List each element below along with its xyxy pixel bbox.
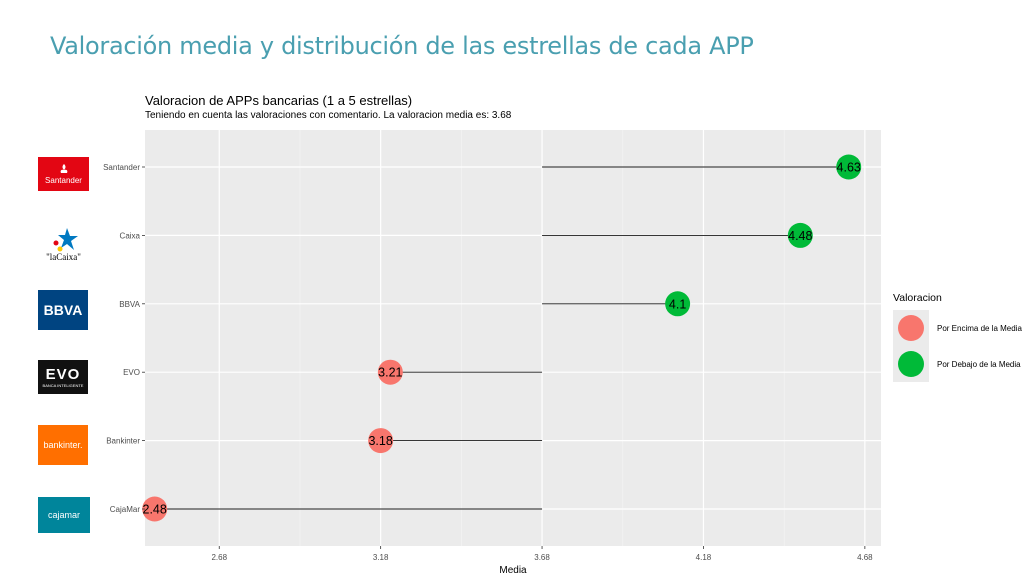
data-label-santander: 4.63 <box>837 161 861 175</box>
logo-evo: EVO BANCA INTELIGENTE <box>38 360 88 394</box>
data-label-cajamar: 2.48 <box>143 503 167 517</box>
logo-bankinter-text: bankinter. <box>43 440 83 450</box>
lollipop-point-santander <box>836 154 862 180</box>
slide-title: Valoración media y distribución de las e… <box>50 32 754 60</box>
santander-flame-icon <box>60 164 67 173</box>
legend-label-debajo: Por Debajo de la Media <box>937 359 1021 369</box>
lollipop-point-cajamar <box>142 496 168 522</box>
legend-item-debajo: Por Debajo de la Media <box>893 346 1022 382</box>
y-tick-label: CajaMar <box>110 505 141 514</box>
legend-key-encima <box>893 310 929 346</box>
legend-dot-encima <box>898 315 924 341</box>
x-tick-label: 3.68 <box>534 553 550 562</box>
logo-cajamar: cajamar <box>38 497 90 533</box>
y-tick-label: BBVA <box>119 300 140 309</box>
logo-bbva-text: BBVA <box>43 302 83 318</box>
y-tick-label: Santander <box>103 163 140 172</box>
legend: Valoracion Por Encima de la Media Por De… <box>893 292 1022 382</box>
logo-santander-text: Santander <box>45 176 82 185</box>
x-tick-label: 4.68 <box>857 553 873 562</box>
plot-panel <box>145 130 881 546</box>
legend-label-encima: Por Encima de la Media <box>937 323 1022 333</box>
legend-item-encima: Por Encima de la Media <box>893 310 1022 346</box>
data-label-caixa: 4.48 <box>788 229 812 243</box>
logo-cajamar-text: cajamar <box>47 510 80 520</box>
logo-evo-subtext: BANCA INTELIGENTE <box>42 383 84 388</box>
data-label-bbva: 4.1 <box>669 297 686 311</box>
chart-title: Valoracion de APPs bancarias (1 a 5 estr… <box>145 93 413 108</box>
logo-santander: Santander <box>38 157 89 191</box>
legend-title: Valoracion <box>893 292 942 304</box>
logo-caixa: "laCaixa" <box>38 222 89 266</box>
legend-dot-debajo <box>898 351 924 377</box>
logo-bankinter: bankinter. <box>38 425 88 465</box>
logo-evo-text: EVO <box>45 366 81 383</box>
lollipop-point-bbva <box>665 291 691 317</box>
axes: 2.68 3.18 3.68 4.18 4.68 Santander Caixa BBVA EV… <box>103 163 873 562</box>
y-tick-label: Caixa <box>120 231 141 240</box>
x-axis-label: Media <box>499 565 527 576</box>
x-tick-label: 4.18 <box>696 553 712 562</box>
y-tick-label: EVO <box>123 368 140 377</box>
caixa-star-icon <box>53 228 78 252</box>
logo-bbva: BBVA <box>38 290 88 330</box>
chart-marks: 4.63 4.48 4.1 3.21 3.18 2.48 <box>142 154 862 522</box>
lollipop-point-bankinter <box>368 428 394 454</box>
lollipop-point-evo <box>377 359 403 385</box>
y-tick-label: Bankinter <box>106 437 140 446</box>
x-tick-label: 3.18 <box>373 553 389 562</box>
x-tick-label: 2.68 <box>211 553 227 562</box>
data-label-evo: 3.21 <box>378 366 402 380</box>
legend-key-debajo <box>893 346 929 382</box>
lollipop-point-caixa <box>787 222 813 248</box>
logo-caixa-text: "laCaixa" <box>46 252 81 262</box>
data-label-bankinter: 3.18 <box>368 434 392 448</box>
chart-subtitle: Teniendo en cuenta las valoraciones con … <box>145 110 512 121</box>
